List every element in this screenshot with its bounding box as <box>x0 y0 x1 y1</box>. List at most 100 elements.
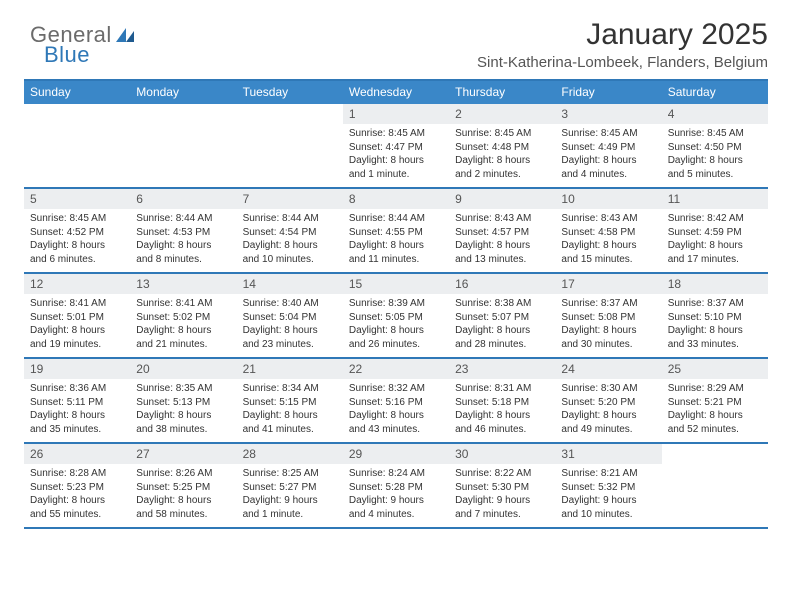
day-number: 22 <box>343 359 449 379</box>
calendar-cell <box>24 104 130 187</box>
daylight-text-2: and 10 minutes. <box>243 253 337 267</box>
day-info: Sunrise: 8:38 AMSunset: 5:07 PMDaylight:… <box>449 294 555 357</box>
daylight-text-2: and 30 minutes. <box>561 338 655 352</box>
sunrise-text: Sunrise: 8:43 AM <box>561 212 655 226</box>
day-info: Sunrise: 8:41 AMSunset: 5:02 PMDaylight:… <box>130 294 236 357</box>
calendar-week: 26Sunrise: 8:28 AMSunset: 5:23 PMDayligh… <box>24 444 768 529</box>
calendar-cell: 7Sunrise: 8:44 AMSunset: 4:54 PMDaylight… <box>237 189 343 272</box>
daylight-text-2: and 8 minutes. <box>136 253 230 267</box>
sunrise-text: Sunrise: 8:45 AM <box>30 212 124 226</box>
day-number: 18 <box>662 274 768 294</box>
daylight-text-1: Daylight: 8 hours <box>136 494 230 508</box>
daylight-text-1: Daylight: 8 hours <box>243 324 337 338</box>
calendar-cell: 4Sunrise: 8:45 AMSunset: 4:50 PMDaylight… <box>662 104 768 187</box>
day-info: Sunrise: 8:45 AMSunset: 4:52 PMDaylight:… <box>24 209 130 272</box>
daylight-text-2: and 5 minutes. <box>668 168 762 182</box>
daylight-text-2: and 49 minutes. <box>561 423 655 437</box>
calendar-cell: 1Sunrise: 8:45 AMSunset: 4:47 PMDaylight… <box>343 104 449 187</box>
daylight-text-1: Daylight: 8 hours <box>455 324 549 338</box>
day-number: 26 <box>24 444 130 464</box>
calendar-cell: 3Sunrise: 8:45 AMSunset: 4:49 PMDaylight… <box>555 104 661 187</box>
daylight-text-2: and 58 minutes. <box>136 508 230 522</box>
day-info: Sunrise: 8:45 AMSunset: 4:47 PMDaylight:… <box>343 124 449 187</box>
calendar-cell <box>130 104 236 187</box>
day-number: 10 <box>555 189 661 209</box>
day-number: 8 <box>343 189 449 209</box>
sunset-text: Sunset: 4:49 PM <box>561 141 655 155</box>
daylight-text-2: and 1 minute. <box>243 508 337 522</box>
sunrise-text: Sunrise: 8:32 AM <box>349 382 443 396</box>
day-number: 27 <box>130 444 236 464</box>
sunrise-text: Sunrise: 8:45 AM <box>349 127 443 141</box>
sunset-text: Sunset: 4:47 PM <box>349 141 443 155</box>
daylight-text-1: Daylight: 8 hours <box>455 154 549 168</box>
sunset-text: Sunset: 5:16 PM <box>349 396 443 410</box>
calendar-cell: 13Sunrise: 8:41 AMSunset: 5:02 PMDayligh… <box>130 274 236 357</box>
calendar-cell: 24Sunrise: 8:30 AMSunset: 5:20 PMDayligh… <box>555 359 661 442</box>
day-number <box>662 444 768 464</box>
sunset-text: Sunset: 4:54 PM <box>243 226 337 240</box>
calendar-cell: 31Sunrise: 8:21 AMSunset: 5:32 PMDayligh… <box>555 444 661 527</box>
day-info: Sunrise: 8:24 AMSunset: 5:28 PMDaylight:… <box>343 464 449 527</box>
day-number: 6 <box>130 189 236 209</box>
calendar-cell: 15Sunrise: 8:39 AMSunset: 5:05 PMDayligh… <box>343 274 449 357</box>
day-header-sat: Saturday <box>662 81 768 104</box>
sunset-text: Sunset: 4:57 PM <box>455 226 549 240</box>
daylight-text-1: Daylight: 8 hours <box>30 239 124 253</box>
calendar-week: 19Sunrise: 8:36 AMSunset: 5:11 PMDayligh… <box>24 359 768 444</box>
calendar-week: 1Sunrise: 8:45 AMSunset: 4:47 PMDaylight… <box>24 104 768 189</box>
daylight-text-2: and 19 minutes. <box>30 338 124 352</box>
calendar-week: 5Sunrise: 8:45 AMSunset: 4:52 PMDaylight… <box>24 189 768 274</box>
sunrise-text: Sunrise: 8:41 AM <box>136 297 230 311</box>
day-info: Sunrise: 8:45 AMSunset: 4:50 PMDaylight:… <box>662 124 768 187</box>
calendar-cell: 18Sunrise: 8:37 AMSunset: 5:10 PMDayligh… <box>662 274 768 357</box>
daylight-text-2: and 21 minutes. <box>136 338 230 352</box>
calendar-cell: 19Sunrise: 8:36 AMSunset: 5:11 PMDayligh… <box>24 359 130 442</box>
sunrise-text: Sunrise: 8:22 AM <box>455 467 549 481</box>
calendar-cell: 12Sunrise: 8:41 AMSunset: 5:01 PMDayligh… <box>24 274 130 357</box>
day-number <box>24 104 130 124</box>
daylight-text-2: and 35 minutes. <box>30 423 124 437</box>
sunset-text: Sunset: 4:52 PM <box>30 226 124 240</box>
sunrise-text: Sunrise: 8:28 AM <box>30 467 124 481</box>
day-number: 29 <box>343 444 449 464</box>
daylight-text-2: and 7 minutes. <box>455 508 549 522</box>
day-info: Sunrise: 8:31 AMSunset: 5:18 PMDaylight:… <box>449 379 555 442</box>
day-info: Sunrise: 8:26 AMSunset: 5:25 PMDaylight:… <box>130 464 236 527</box>
sunset-text: Sunset: 5:07 PM <box>455 311 549 325</box>
daylight-text-2: and 52 minutes. <box>668 423 762 437</box>
daylight-text-1: Daylight: 8 hours <box>668 409 762 423</box>
day-number: 20 <box>130 359 236 379</box>
sunset-text: Sunset: 4:55 PM <box>349 226 443 240</box>
sunset-text: Sunset: 5:21 PM <box>668 396 762 410</box>
daylight-text-1: Daylight: 8 hours <box>136 409 230 423</box>
daylight-text-2: and 2 minutes. <box>455 168 549 182</box>
daylight-text-1: Daylight: 8 hours <box>668 239 762 253</box>
sunrise-text: Sunrise: 8:41 AM <box>30 297 124 311</box>
day-header-mon: Monday <box>130 81 236 104</box>
daylight-text-1: Daylight: 8 hours <box>668 154 762 168</box>
day-info: Sunrise: 8:34 AMSunset: 5:15 PMDaylight:… <box>237 379 343 442</box>
day-number: 30 <box>449 444 555 464</box>
sunrise-text: Sunrise: 8:26 AM <box>136 467 230 481</box>
sunrise-text: Sunrise: 8:42 AM <box>668 212 762 226</box>
daylight-text-1: Daylight: 8 hours <box>561 239 655 253</box>
sunset-text: Sunset: 5:04 PM <box>243 311 337 325</box>
calendar-cell: 9Sunrise: 8:43 AMSunset: 4:57 PMDaylight… <box>449 189 555 272</box>
day-number: 13 <box>130 274 236 294</box>
sunrise-text: Sunrise: 8:24 AM <box>349 467 443 481</box>
calendar-cell: 26Sunrise: 8:28 AMSunset: 5:23 PMDayligh… <box>24 444 130 527</box>
day-number: 15 <box>343 274 449 294</box>
calendar-cell: 17Sunrise: 8:37 AMSunset: 5:08 PMDayligh… <box>555 274 661 357</box>
calendar-cell: 29Sunrise: 8:24 AMSunset: 5:28 PMDayligh… <box>343 444 449 527</box>
sunrise-text: Sunrise: 8:44 AM <box>136 212 230 226</box>
calendar-cell: 10Sunrise: 8:43 AMSunset: 4:58 PMDayligh… <box>555 189 661 272</box>
daylight-text-1: Daylight: 8 hours <box>455 409 549 423</box>
calendar-cell: 8Sunrise: 8:44 AMSunset: 4:55 PMDaylight… <box>343 189 449 272</box>
daylight-text-1: Daylight: 8 hours <box>455 239 549 253</box>
day-number: 2 <box>449 104 555 124</box>
day-number: 1 <box>343 104 449 124</box>
sunrise-text: Sunrise: 8:38 AM <box>455 297 549 311</box>
calendar-cell: 11Sunrise: 8:42 AMSunset: 4:59 PMDayligh… <box>662 189 768 272</box>
day-info: Sunrise: 8:32 AMSunset: 5:16 PMDaylight:… <box>343 379 449 442</box>
